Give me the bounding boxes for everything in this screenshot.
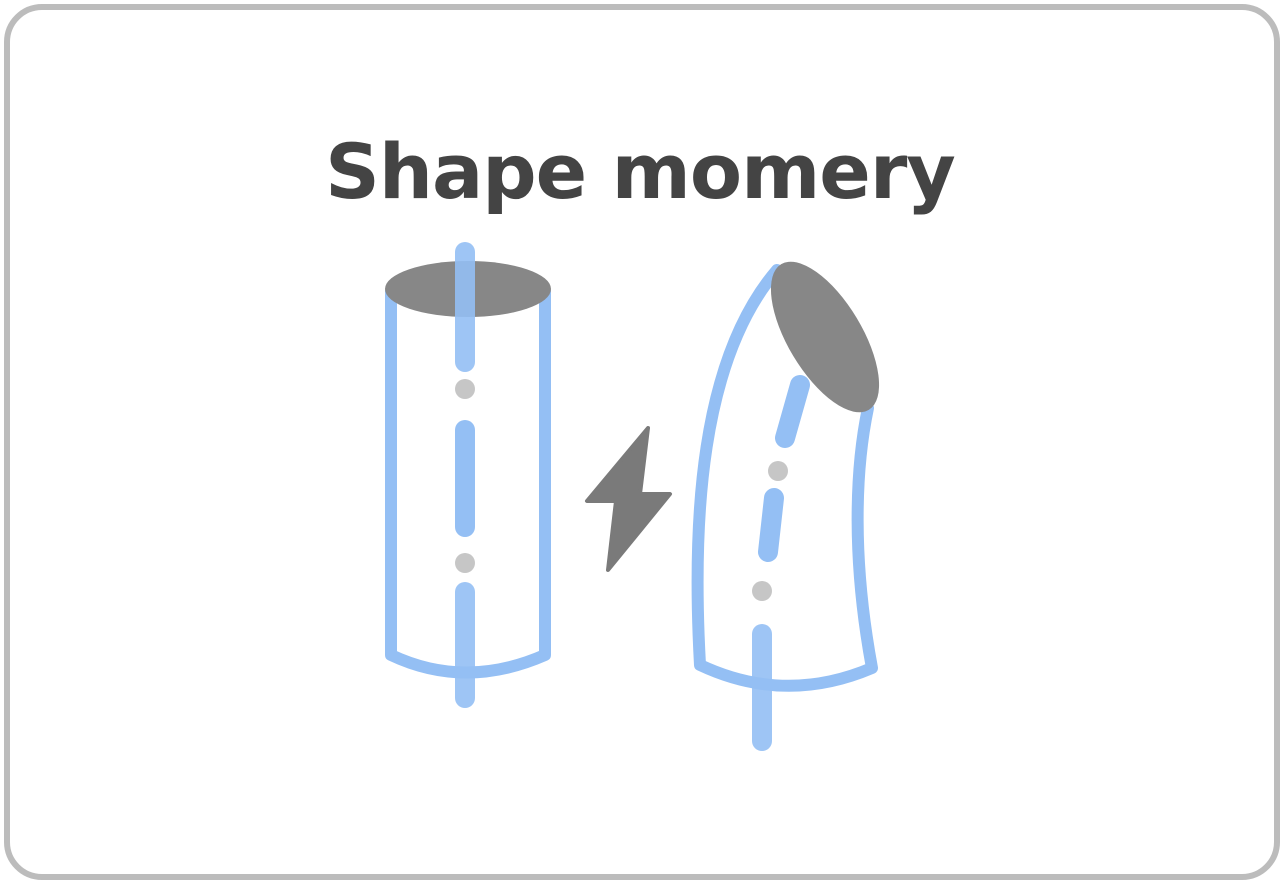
bent-axis-dash-2 <box>758 488 784 562</box>
axis-dot-2 <box>455 553 475 573</box>
bolt-shape <box>585 426 672 572</box>
bent-cylinder-icon <box>691 261 880 751</box>
axis-dot-1 <box>455 379 475 399</box>
bent-axis-dot-1 <box>768 461 788 481</box>
lightning-bolt-icon <box>585 426 672 572</box>
straight-cylinder-icon <box>385 242 551 708</box>
bent-axis-dash-1 <box>775 375 810 448</box>
bent-axis-dot-2 <box>752 581 772 601</box>
diagram-title: Shape momery <box>325 127 956 216</box>
bent-cylinder-top-cap <box>770 261 880 413</box>
